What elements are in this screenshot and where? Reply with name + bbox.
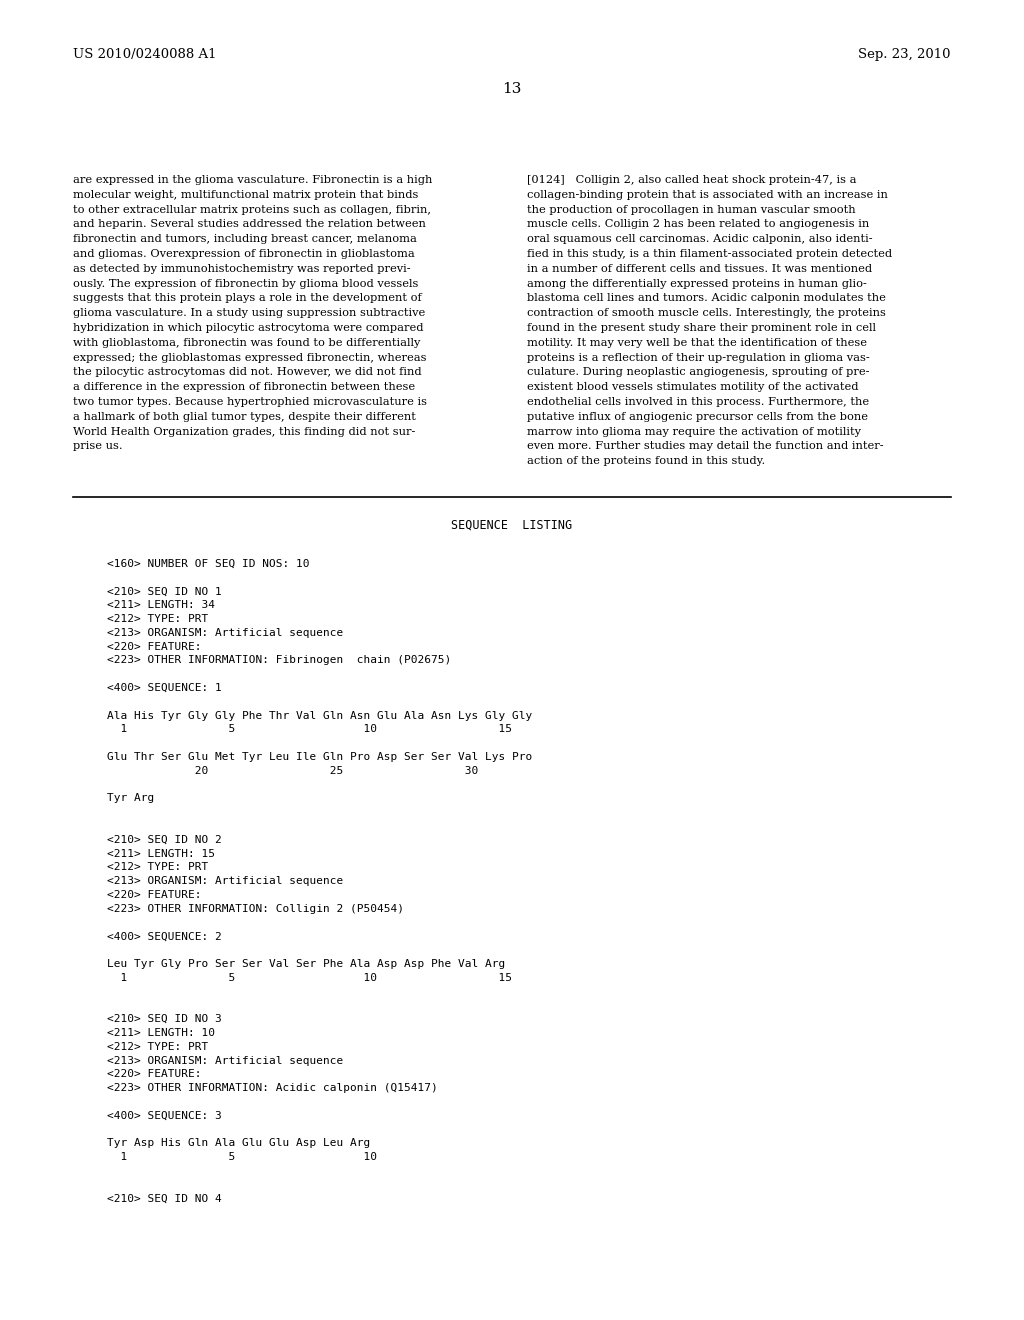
Text: endothelial cells involved in this process. Furthermore, the: endothelial cells involved in this proce… (527, 397, 869, 407)
Text: Sep. 23, 2010: Sep. 23, 2010 (858, 48, 951, 61)
Text: two tumor types. Because hypertrophied microvasculature is: two tumor types. Because hypertrophied m… (73, 397, 427, 407)
Text: <210> SEQ ID NO 3: <210> SEQ ID NO 3 (106, 1014, 222, 1024)
Text: contraction of smooth muscle cells. Interestingly, the proteins: contraction of smooth muscle cells. Inte… (527, 308, 886, 318)
Text: 1               5                   10: 1 5 10 (106, 1152, 377, 1162)
Text: <210> SEQ ID NO 4: <210> SEQ ID NO 4 (106, 1193, 222, 1204)
Text: <223> OTHER INFORMATION: Acidic calponin (Q15417): <223> OTHER INFORMATION: Acidic calponin… (106, 1084, 437, 1093)
Text: expressed; the glioblastomas expressed fibronectin, whereas: expressed; the glioblastomas expressed f… (73, 352, 427, 363)
Text: molecular weight, multifunctional matrix protein that binds: molecular weight, multifunctional matrix… (73, 190, 419, 199)
Text: <210> SEQ ID NO 1: <210> SEQ ID NO 1 (106, 586, 222, 597)
Text: <211> LENGTH: 15: <211> LENGTH: 15 (106, 849, 215, 858)
Text: fied in this study, is a thin filament-associated protein detected: fied in this study, is a thin filament-a… (527, 249, 892, 259)
Text: <213> ORGANISM: Artificial sequence: <213> ORGANISM: Artificial sequence (106, 876, 343, 886)
Text: prise us.: prise us. (73, 441, 123, 451)
Text: the production of procollagen in human vascular smooth: the production of procollagen in human v… (527, 205, 856, 215)
Text: glioma vasculature. In a study using suppression subtractive: glioma vasculature. In a study using sup… (73, 308, 425, 318)
Text: the pilocytic astrocytomas did not. However, we did not find: the pilocytic astrocytomas did not. Howe… (73, 367, 422, 378)
Text: to other extracellular matrix proteins such as collagen, fibrin,: to other extracellular matrix proteins s… (73, 205, 431, 215)
Text: and heparin. Several studies addressed the relation between: and heparin. Several studies addressed t… (73, 219, 426, 230)
Text: <213> ORGANISM: Artificial sequence: <213> ORGANISM: Artificial sequence (106, 628, 343, 638)
Text: 1               5                   10                  15: 1 5 10 15 (106, 725, 512, 734)
Text: <400> SEQUENCE: 2: <400> SEQUENCE: 2 (106, 932, 222, 941)
Text: <220> FEATURE:: <220> FEATURE: (106, 890, 202, 900)
Text: <212> TYPE: PRT: <212> TYPE: PRT (106, 614, 208, 624)
Text: <400> SEQUENCE: 3: <400> SEQUENCE: 3 (106, 1111, 222, 1121)
Text: [0124]   Colligin 2, also called heat shock protein-47, is a: [0124] Colligin 2, also called heat shoc… (527, 176, 856, 185)
Text: <223> OTHER INFORMATION: Fibrinogen  chain (P02675): <223> OTHER INFORMATION: Fibrinogen chai… (106, 656, 452, 665)
Text: a hallmark of both glial tumor types, despite their different: a hallmark of both glial tumor types, de… (73, 412, 416, 422)
Text: 1               5                   10                  15: 1 5 10 15 (106, 973, 512, 983)
Text: putative influx of angiogenic precursor cells from the bone: putative influx of angiogenic precursor … (527, 412, 868, 422)
Text: oral squamous cell carcinomas. Acidic calponin, also identi-: oral squamous cell carcinomas. Acidic ca… (527, 234, 872, 244)
Text: blastoma cell lines and tumors. Acidic calponin modulates the: blastoma cell lines and tumors. Acidic c… (527, 293, 886, 304)
Text: <212> TYPE: PRT: <212> TYPE: PRT (106, 862, 208, 873)
Text: <213> ORGANISM: Artificial sequence: <213> ORGANISM: Artificial sequence (106, 1056, 343, 1065)
Text: <211> LENGTH: 34: <211> LENGTH: 34 (106, 601, 215, 610)
Text: culature. During neoplastic angiogenesis, sprouting of pre-: culature. During neoplastic angiogenesis… (527, 367, 869, 378)
Text: <223> OTHER INFORMATION: Colligin 2 (P50454): <223> OTHER INFORMATION: Colligin 2 (P50… (106, 904, 404, 913)
Text: are expressed in the glioma vasculature. Fibronectin is a high: are expressed in the glioma vasculature.… (73, 176, 432, 185)
Text: <211> LENGTH: 10: <211> LENGTH: 10 (106, 1028, 215, 1038)
Text: Tyr Asp His Gln Ala Glu Glu Asp Leu Arg: Tyr Asp His Gln Ala Glu Glu Asp Leu Arg (106, 1138, 371, 1148)
Text: World Health Organization grades, this finding did not sur-: World Health Organization grades, this f… (73, 426, 416, 437)
Text: <220> FEATURE:: <220> FEATURE: (106, 642, 202, 652)
Text: SEQUENCE  LISTING: SEQUENCE LISTING (452, 519, 572, 532)
Text: in a number of different cells and tissues. It was mentioned: in a number of different cells and tissu… (527, 264, 872, 273)
Text: among the differentially expressed proteins in human glio-: among the differentially expressed prote… (527, 279, 867, 289)
Text: marrow into glioma may require the activation of motility: marrow into glioma may require the activ… (527, 426, 861, 437)
Text: suggests that this protein plays a role in the development of: suggests that this protein plays a role … (73, 293, 422, 304)
Text: ously. The expression of fibronectin by glioma blood vessels: ously. The expression of fibronectin by … (73, 279, 419, 289)
Text: found in the present study share their prominent role in cell: found in the present study share their p… (527, 323, 876, 333)
Text: collagen-binding protein that is associated with an increase in: collagen-binding protein that is associa… (527, 190, 888, 199)
Text: <160> NUMBER OF SEQ ID NOS: 10: <160> NUMBER OF SEQ ID NOS: 10 (106, 558, 309, 569)
Text: <400> SEQUENCE: 1: <400> SEQUENCE: 1 (106, 682, 222, 693)
Text: US 2010/0240088 A1: US 2010/0240088 A1 (73, 48, 216, 61)
Text: as detected by immunohistochemistry was reported previ-: as detected by immunohistochemistry was … (73, 264, 411, 273)
Text: with glioblastoma, fibronectin was found to be differentially: with glioblastoma, fibronectin was found… (73, 338, 421, 347)
Text: Glu Thr Ser Glu Met Tyr Leu Ile Gln Pro Asp Ser Ser Val Lys Pro: Glu Thr Ser Glu Met Tyr Leu Ile Gln Pro … (106, 752, 532, 762)
Text: 13: 13 (503, 82, 521, 96)
Text: <220> FEATURE:: <220> FEATURE: (106, 1069, 202, 1080)
Text: and gliomas. Overexpression of fibronectin in glioblastoma: and gliomas. Overexpression of fibronect… (73, 249, 415, 259)
Text: hybridization in which pilocytic astrocytoma were compared: hybridization in which pilocytic astrocy… (73, 323, 424, 333)
Text: <210> SEQ ID NO 2: <210> SEQ ID NO 2 (106, 834, 222, 845)
Text: Leu Tyr Gly Pro Ser Ser Val Ser Phe Ala Asp Asp Phe Val Arg: Leu Tyr Gly Pro Ser Ser Val Ser Phe Ala … (106, 960, 505, 969)
Text: Tyr Arg: Tyr Arg (106, 793, 155, 804)
Text: existent blood vessels stimulates motility of the activated: existent blood vessels stimulates motili… (527, 383, 858, 392)
Text: proteins is a reflection of their up-regulation in glioma vas-: proteins is a reflection of their up-reg… (527, 352, 869, 363)
Text: 20                  25                  30: 20 25 30 (106, 766, 478, 776)
Text: action of the proteins found in this study.: action of the proteins found in this stu… (527, 457, 765, 466)
Text: a difference in the expression of fibronectin between these: a difference in the expression of fibron… (73, 383, 415, 392)
Text: muscle cells. Colligin 2 has been related to angiogenesis in: muscle cells. Colligin 2 has been relate… (527, 219, 869, 230)
Text: even more. Further studies may detail the function and inter-: even more. Further studies may detail th… (527, 441, 884, 451)
Text: <212> TYPE: PRT: <212> TYPE: PRT (106, 1041, 208, 1052)
Text: fibronectin and tumors, including breast cancer, melanoma: fibronectin and tumors, including breast… (73, 234, 417, 244)
Text: motility. It may very well be that the identification of these: motility. It may very well be that the i… (527, 338, 867, 347)
Text: Ala His Tyr Gly Gly Phe Thr Val Gln Asn Glu Ala Asn Lys Gly Gly: Ala His Tyr Gly Gly Phe Thr Val Gln Asn … (106, 710, 532, 721)
